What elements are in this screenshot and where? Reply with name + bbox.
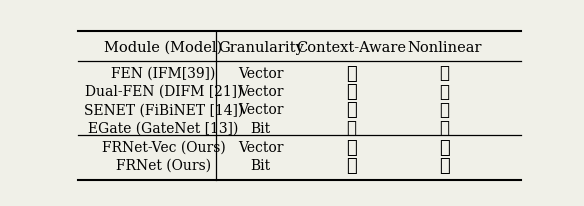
Text: Context-Aware: Context-Aware bbox=[296, 41, 406, 55]
Text: ✓: ✓ bbox=[346, 65, 357, 83]
Text: Vector: Vector bbox=[238, 141, 284, 155]
Text: FRNet (Ours): FRNet (Ours) bbox=[116, 159, 211, 173]
Text: ✓: ✓ bbox=[346, 83, 357, 101]
Text: Bit: Bit bbox=[251, 159, 271, 173]
Text: EGate (GateNet [13]): EGate (GateNet [13]) bbox=[88, 122, 239, 136]
Text: ✓: ✓ bbox=[346, 157, 357, 175]
Text: ✓: ✓ bbox=[439, 157, 450, 175]
Text: Vector: Vector bbox=[238, 67, 284, 81]
Text: Bit: Bit bbox=[251, 122, 271, 136]
Text: ✗: ✗ bbox=[439, 84, 449, 101]
Text: ✗: ✗ bbox=[439, 65, 449, 82]
Text: Nonlinear: Nonlinear bbox=[407, 41, 481, 55]
Text: FEN (IFM[39]): FEN (IFM[39]) bbox=[112, 67, 215, 81]
Text: ✓: ✓ bbox=[439, 139, 450, 157]
Text: ✓: ✓ bbox=[346, 139, 357, 157]
Text: ✗: ✗ bbox=[439, 102, 449, 119]
Text: ✗: ✗ bbox=[346, 120, 356, 137]
Text: Module (Model): Module (Model) bbox=[105, 41, 223, 55]
Text: Dual-FEN (DIFM [21]): Dual-FEN (DIFM [21]) bbox=[85, 85, 242, 99]
Text: ✓: ✓ bbox=[346, 101, 357, 119]
Text: Granularity: Granularity bbox=[218, 41, 304, 55]
Text: FRNet-Vec (Ours): FRNet-Vec (Ours) bbox=[102, 141, 225, 155]
Text: ✗: ✗ bbox=[439, 120, 449, 137]
Text: SENET (FiBiNET [14]): SENET (FiBiNET [14]) bbox=[84, 103, 243, 117]
Text: Vector: Vector bbox=[238, 103, 284, 117]
Text: Vector: Vector bbox=[238, 85, 284, 99]
